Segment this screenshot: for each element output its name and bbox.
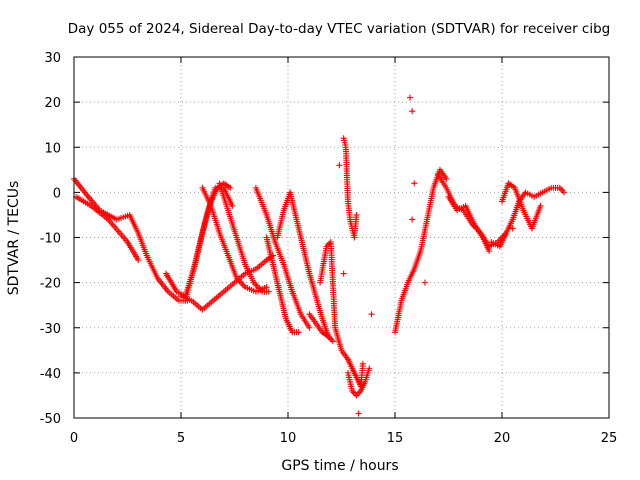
data-points [71, 94, 568, 417]
data-point [253, 282, 260, 289]
x-axis-label: GPS time / hours [281, 458, 398, 474]
y-axis-label: SDTVAR / TECUs [6, 181, 22, 296]
data-point [537, 202, 544, 209]
data-point [354, 390, 361, 397]
y-tick-label: -10 [40, 232, 61, 247]
data-point [409, 216, 416, 223]
y-tick-label: -20 [40, 277, 61, 292]
x-tick-label: 10 [280, 431, 297, 446]
data-point [328, 336, 335, 343]
data-point [336, 162, 343, 169]
series-track-e [182, 184, 236, 304]
series-track-s [499, 180, 544, 232]
data-point [561, 189, 568, 196]
data-point [295, 329, 302, 336]
data-point [265, 288, 272, 295]
series-track-j [263, 234, 302, 336]
data-point [237, 279, 244, 286]
data-point [509, 225, 516, 232]
chart-title: Day 055 of 2024, Sidereal Day-to-day VTE… [68, 21, 611, 37]
y-tick-label: -30 [40, 322, 61, 337]
y-tick-label: 20 [44, 96, 61, 111]
data-point [368, 311, 375, 318]
data-point [406, 94, 413, 101]
series-track-h [252, 184, 313, 331]
y-tick-label: -50 [40, 412, 61, 427]
data-point [486, 248, 493, 255]
series-track-q [445, 193, 493, 255]
data-point [329, 338, 336, 345]
series-track-a [71, 175, 191, 304]
series-outliers [336, 94, 516, 417]
data-point [366, 365, 373, 372]
data-point [409, 108, 416, 115]
data-point [229, 202, 236, 209]
data-point [227, 184, 234, 191]
x-tick-label: 5 [177, 431, 185, 446]
data-point [443, 175, 450, 182]
grid-lines [74, 57, 609, 418]
data-point [558, 186, 565, 193]
y-tick-label: 10 [44, 141, 61, 156]
x-tick-label: 0 [70, 431, 78, 446]
series-track-i [274, 189, 332, 340]
data-point [359, 360, 366, 367]
series-track-m [344, 365, 373, 399]
tick-labels: 0 5 10 15 20 25 -50 -40 -30 -20 -10 0 10 20 30 [40, 51, 618, 446]
data-point [411, 180, 418, 187]
x-tick-label: 25 [601, 431, 618, 446]
data-point [355, 410, 362, 417]
data-point [135, 257, 142, 264]
series-track-g [216, 180, 272, 295]
data-point [559, 187, 566, 194]
y-tick-label: -40 [40, 367, 61, 382]
series-track-f [199, 184, 270, 295]
series-track-n [340, 135, 360, 241]
x-tick-label: 15 [387, 431, 404, 446]
series-track-d [178, 252, 277, 313]
series-track-o [392, 166, 450, 336]
series-track-l [317, 239, 366, 390]
data-point [421, 279, 428, 286]
data-point [340, 270, 347, 277]
data-point [353, 392, 360, 399]
y-tick-label: 0 [53, 186, 61, 201]
axis-ticks [73, 56, 610, 419]
data-point [353, 211, 360, 218]
series-track-k [306, 311, 336, 345]
series-track-b [73, 193, 142, 264]
y-tick-label: 30 [44, 51, 61, 66]
data-point [239, 281, 246, 288]
x-tick-label: 20 [494, 431, 511, 446]
data-point [306, 324, 313, 331]
